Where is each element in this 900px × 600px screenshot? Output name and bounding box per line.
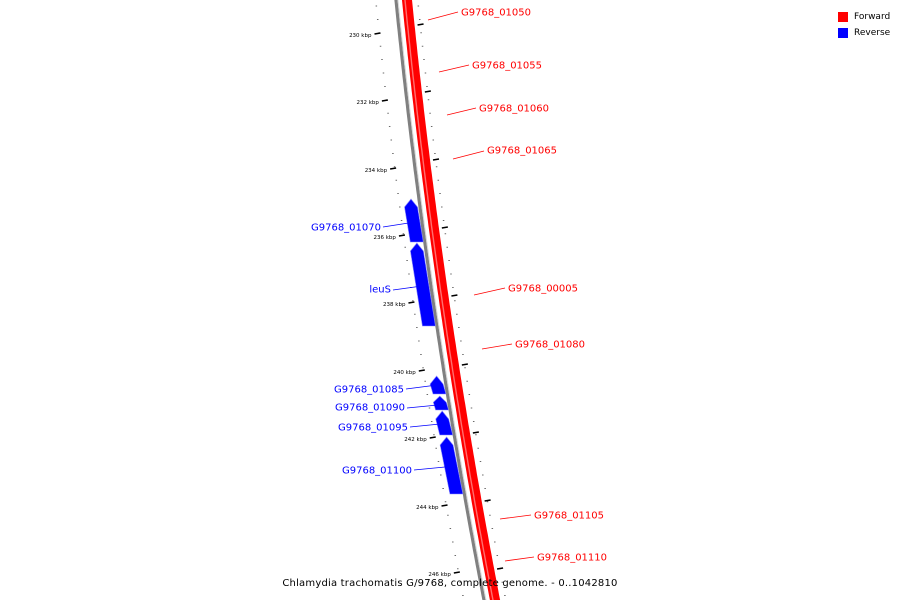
major-tick-outer [441,226,448,229]
reverse-gene-arrow [439,436,464,495]
major-tick-outer [424,90,431,93]
feature-label-g9768-01070: G9768_01070 [311,223,381,234]
feature-leader-line [406,404,439,409]
feature-leader-line [499,514,532,520]
feature-label-g9768-01090: G9768_01090 [335,403,405,414]
backbone-layer [394,0,487,600]
feature-leader-line [481,343,513,350]
tick-label: 242 kbp [404,437,427,443]
forward-strand-band [401,0,501,600]
legend-swatch-forward [838,12,848,22]
legend-item-forward: Forward [838,9,890,25]
feature-label-g9768-01065: G9768_01065 [487,146,557,157]
major-tick-inner [381,99,389,102]
legend-swatch-reverse [838,28,848,38]
reverse-gene-arrow [404,198,424,243]
feature-leader-line [413,466,446,471]
tick-label: 244 kbp [416,505,439,511]
major-tick-inner [374,32,381,35]
tick-label: 234 kbp [365,168,388,174]
legend-item-reverse: Reverse [838,25,890,41]
forward-strand-highlight [404,0,494,600]
major-tick-outer [461,363,468,366]
tick-layer: 230 kbp 232 kbp 234 kbp 236 kbp 238 kbp 240 k… [349,5,506,596]
feature-label-g9768-00005: G9768_00005 [508,284,578,295]
genome-backbone [394,0,486,600]
legend-label-forward: Forward [854,12,891,22]
reverse-gene-arrow [410,242,436,327]
forward-strand-layer [401,0,501,600]
feature-leader-line [438,64,470,73]
major-tick-inner [408,301,415,304]
feature-leader-line [473,287,506,296]
genome-caption: Chlamydia trachomatis G/9768, complete g… [282,578,618,589]
tick-label: 238 kbp [383,302,406,308]
genome-backbone-highlight [397,0,487,600]
major-tick-outer [432,158,440,161]
feature-leader-line [427,11,459,21]
legend-label-reverse: Reverse [854,28,891,38]
feature-label-g9768-01100: G9768_01100 [342,466,412,477]
tick-label: 246 kbp [428,572,451,578]
reverse-strand-layer [404,198,464,495]
major-tick-outer [496,567,504,570]
feature-leader-line [382,221,416,228]
major-tick-inner [418,369,425,372]
feature-label-g9768-01095: G9768_01095 [338,423,408,434]
tick-label: 232 kbp [356,100,379,106]
feature-label-g9768-01105: G9768_01105 [534,511,604,522]
feature-leader-line [392,285,423,291]
reverse-gene-arrow [429,375,447,395]
feature-label-g9768-01055: G9768_01055 [472,61,542,72]
reverse-gene-arrow [432,395,450,411]
feature-leader-line [409,423,441,428]
feature-label-g9768-01110: G9768_01110 [537,553,607,564]
tick-label: 236 kbp [374,235,397,241]
major-tick-inner [398,234,406,237]
feature-leader-line [504,556,535,562]
major-tick-outer [417,23,424,26]
major-tick-inner [453,571,460,574]
major-tick-inner [441,504,448,507]
feature-label-g9768-01050: G9768_01050 [461,8,531,19]
feature-leader-line [446,107,477,116]
major-tick-inner [389,167,397,170]
major-tick-outer [451,294,458,297]
major-tick-outer [472,431,480,434]
feature-label-g9768-01085: G9768_01085 [334,385,404,396]
major-tick-inner [429,436,436,439]
tick-label: 240 kbp [393,370,416,376]
reverse-gene-arrow [435,410,454,436]
label-layer: G9768_01050 G9768_01055 G9768_01060 G9768_0… [311,8,607,564]
feature-label-g9768-01060: G9768_01060 [479,104,549,115]
feature-leader-line [405,384,438,390]
feature-leader-line [452,150,485,160]
major-tick-outer [484,499,491,502]
feature-label-g9768-01080: G9768_01080 [515,340,585,351]
legend: Forward Reverse [838,9,890,41]
feature-label-leus: leuS [369,285,391,296]
tick-label: 230 kbp [349,33,372,39]
